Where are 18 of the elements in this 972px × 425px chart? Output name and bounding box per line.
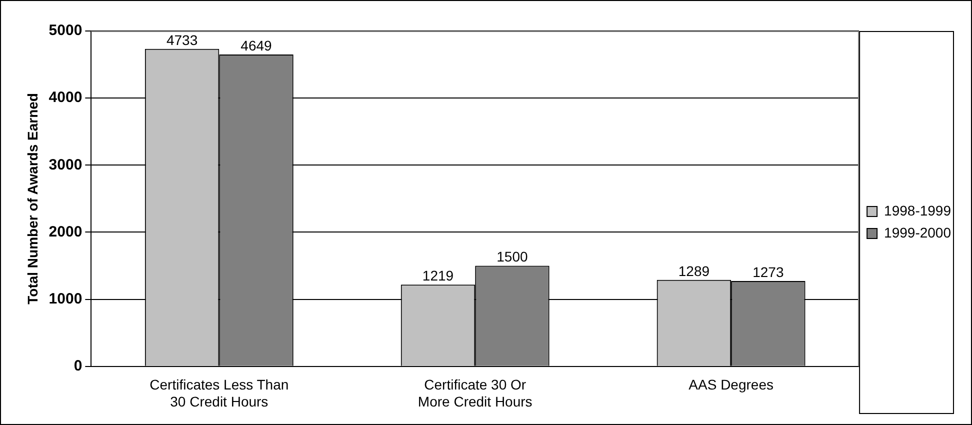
data-label: 1273 <box>752 264 784 280</box>
y-tick-label: 2000 <box>48 223 82 240</box>
data-label: 4649 <box>240 37 272 54</box>
data-label: 1219 <box>422 267 454 284</box>
y-axis-title: Total Number of Awards Earned <box>24 93 40 304</box>
x-tick-label: Certificate 30 Or More Credit Hours <box>418 376 532 410</box>
x-tick-label: Certificates Less Than 30 Credit Hours <box>150 376 289 410</box>
y-tick-label: 0 <box>74 358 82 375</box>
legend-label: 1998-1999 <box>884 202 952 218</box>
legend-label: 1999-2000 <box>884 224 952 240</box>
y-tick-label: 5000 <box>48 22 82 40</box>
y-tick-label: 4000 <box>48 89 82 106</box>
data-label: 4733 <box>166 32 198 48</box>
y-tick-label: 1000 <box>48 290 82 308</box>
data-label: 1289 <box>678 262 710 279</box>
y-tick-label: 3000 <box>48 156 82 174</box>
data-label: 1500 <box>496 248 528 265</box>
x-tick-label: AAS Degrees <box>688 376 774 393</box>
